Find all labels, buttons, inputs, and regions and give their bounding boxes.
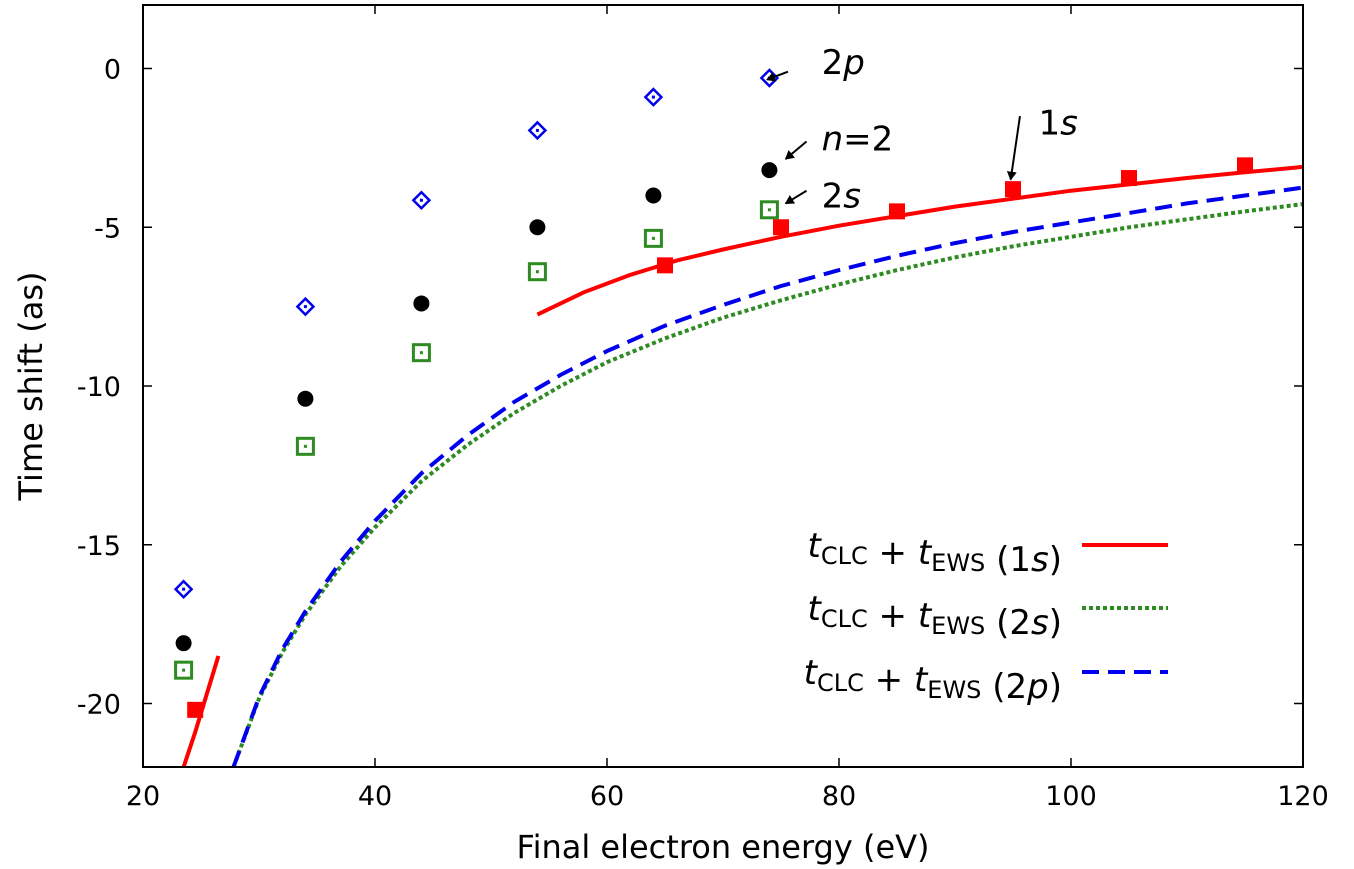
point-2p [411, 190, 432, 211]
point-1s [1005, 181, 1021, 198]
point-1s [889, 203, 905, 220]
annotation-label-2s: 2s [822, 177, 861, 217]
point-n2 [413, 295, 430, 312]
point-n2 [761, 162, 778, 179]
x-tick-label: 80 [822, 781, 856, 812]
data-points-layer [173, 68, 1253, 718]
point-n2 [297, 390, 314, 407]
x-axis-title: Final electron energy (eV) [516, 828, 929, 866]
x-tick-label: 60 [590, 781, 624, 812]
point-2s [295, 436, 315, 456]
point-2s [174, 660, 194, 680]
annotation-arrow-1s [1006, 115, 1021, 181]
point-2s [759, 200, 779, 220]
annotation-label-1s: 1s [1039, 103, 1078, 143]
point-2p [173, 579, 194, 599]
point-1s [657, 257, 673, 274]
legend-label-clc-2p: tCLC + tEWS (2p) [804, 653, 1062, 707]
point-n2 [645, 187, 662, 204]
legend-label-clc-1s: tCLC + tEWS (1s) [807, 526, 1062, 580]
point-n2 [175, 635, 192, 652]
x-tick-label: 100 [1045, 781, 1097, 812]
y-axis-title: Time shift (as) [12, 272, 50, 502]
annotations: 2p n=2 2s 1s [766, 43, 1078, 217]
annotation-arrow-n2 [784, 140, 808, 160]
y-tick-label: -15 [77, 531, 121, 562]
x-tick-label: 20 [126, 781, 160, 812]
y-tick-label: -10 [77, 372, 121, 403]
point-n2 [529, 219, 546, 236]
point-1s [187, 701, 204, 718]
point-2s [527, 262, 547, 282]
annotation-arrow-2s [784, 189, 808, 205]
annotation-arrow-2p [766, 70, 789, 82]
plot-frame [142, 4, 1304, 768]
point-1s [1121, 170, 1137, 187]
legend: tCLC + tEWS (1s) tCLC + tEWS (2s) tCLC + t… [804, 526, 1168, 707]
y-tick-label: 0 [104, 55, 121, 86]
curve-clc-2p [231, 185, 1303, 767]
point-2s [643, 228, 663, 248]
point-2p [295, 296, 316, 317]
annotation-label-2p: 2p [822, 43, 865, 83]
curves-layer [181, 164, 1303, 767]
curve-clc-2s [231, 202, 1303, 767]
point-2p [527, 120, 548, 141]
point-1s [1237, 157, 1253, 174]
annotation-label-n2: n=2 [822, 119, 894, 159]
axis-ticks: 20 40 60 80 100 120 0 -5 -10 -15 -20 [77, 5, 1329, 812]
x-tick-label: 40 [358, 781, 392, 812]
legend-label-clc-2s: tCLC + tEWS (2s) [807, 589, 1062, 643]
point-2p [643, 87, 664, 107]
x-tick-label: 120 [1277, 781, 1329, 812]
point-2s [411, 343, 431, 363]
y-tick-label: -5 [94, 213, 121, 244]
y-tick-label: -20 [77, 690, 121, 721]
point-1s [773, 219, 789, 236]
